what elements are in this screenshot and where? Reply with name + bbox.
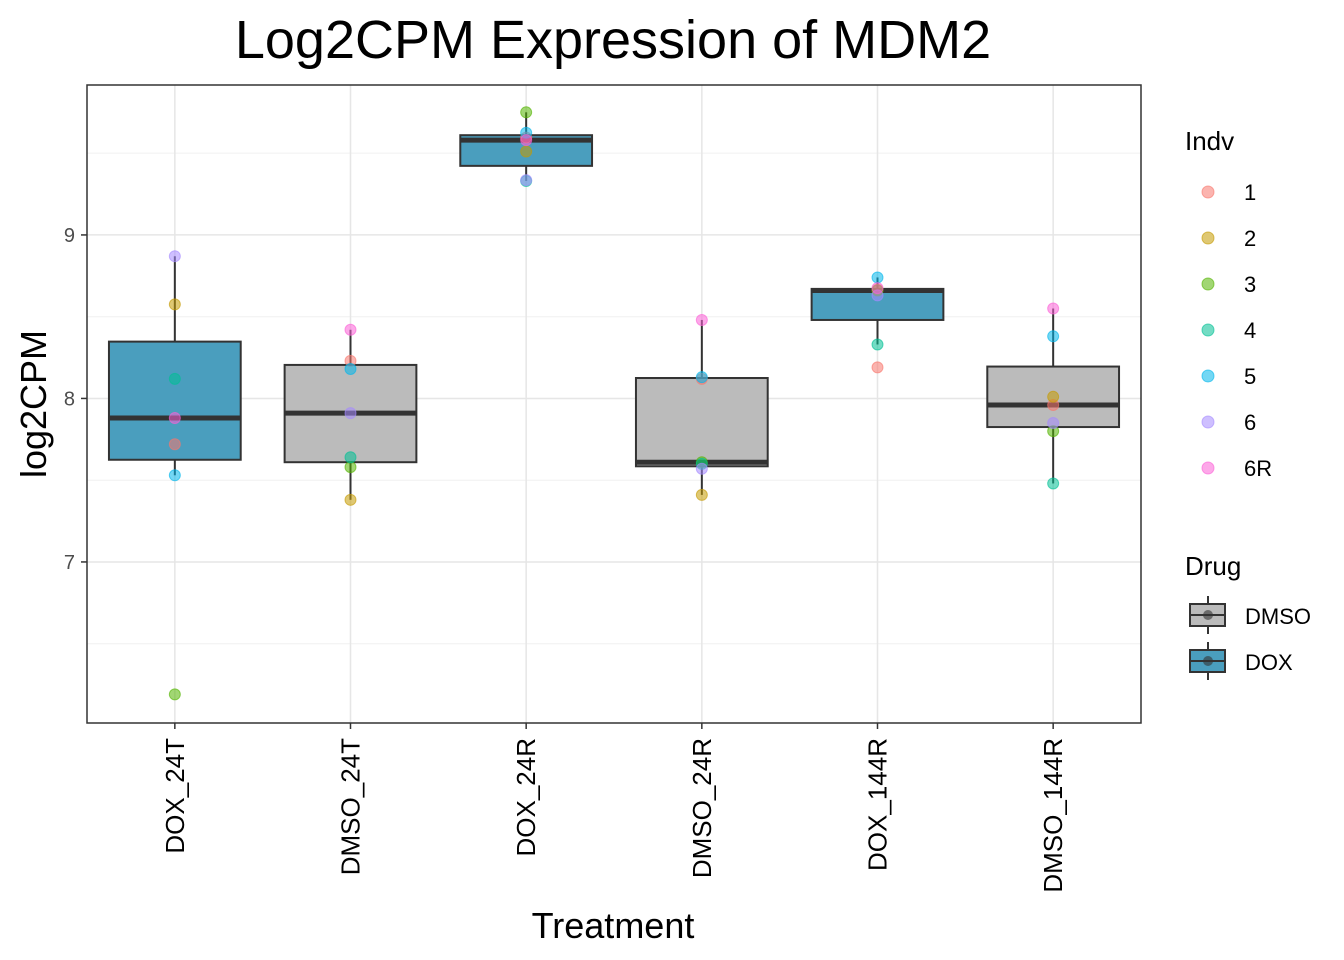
legend-label-indv: 5: [1244, 364, 1256, 389]
point-DOX_24T-2: [168, 298, 181, 311]
legend-key-indv-6: [1201, 415, 1215, 429]
legend-title-indv: Indv: [1185, 126, 1234, 156]
legend-label-indv: 2: [1244, 226, 1256, 251]
point-DOX_144R-5: [871, 271, 884, 284]
y-tick-label: 9: [64, 225, 75, 247]
point-DMSO_144R-5: [1047, 330, 1060, 343]
point-DOX_24T-5: [168, 469, 181, 482]
point-DMSO_24T-5: [344, 363, 357, 376]
y-axis-label: log2CPM: [13, 330, 54, 478]
point-DMSO_24T-4: [344, 451, 357, 464]
legend-key-indv-1: [1201, 185, 1215, 199]
point-DMSO_24T-2: [344, 493, 357, 506]
point-DMSO_144R-6R: [1047, 302, 1060, 315]
legend: Indv Drug 1 2 3 4 5 6 6R DMSO DOX: [1185, 126, 1311, 680]
point-DMSO_144R-6: [1047, 416, 1060, 429]
point-DMSO_144R-2: [1047, 390, 1060, 403]
x-tick-label: DOX_144R: [863, 738, 893, 871]
legend-label-drug: DOX: [1245, 650, 1293, 675]
y-axis: 7 8 9: [64, 225, 87, 574]
point-DOX_24R-3: [520, 106, 533, 119]
point-DMSO_24R-5: [695, 371, 708, 384]
legend-label-indv: 4: [1244, 318, 1256, 343]
legend-key-indv-2: [1201, 231, 1215, 245]
x-axis-label: Treatment: [532, 905, 695, 946]
point-DOX_24T-6: [168, 250, 181, 263]
points: [168, 106, 1060, 701]
point-DMSO_24T-6R: [344, 323, 357, 336]
boxes: [107, 112, 1121, 500]
point-DMSO_24R-6: [695, 462, 708, 475]
plot-panel-border: [86, 84, 1142, 724]
legend-label-indv: 3: [1244, 272, 1256, 297]
x-tick-label: DMSO_24T: [336, 738, 366, 875]
box-DMSO_24R: [634, 377, 769, 468]
y-tick-label: 7: [64, 552, 75, 574]
point-DOX_24T-3: [168, 688, 181, 701]
point-DOX_24T-1: [168, 438, 181, 451]
legend-label-drug: DMSO: [1245, 604, 1311, 629]
legend-key-indv-5: [1201, 369, 1215, 383]
point-DMSO_24T-6: [344, 407, 357, 420]
point-DOX_144R-4: [871, 338, 884, 351]
point-DOX_144R-1: [871, 361, 884, 374]
legend-label-indv: 1: [1244, 180, 1256, 205]
legend-key-indv-3: [1201, 277, 1215, 291]
y-tick-label: 8: [64, 388, 75, 410]
gridlines: [87, 85, 1141, 723]
point-DOX_24T-6R: [168, 412, 181, 425]
point-DMSO_24R-2: [695, 488, 708, 501]
legend-key-point: [1203, 656, 1213, 666]
legend-label-indv: 6R: [1244, 456, 1272, 481]
point-DOX_24R-6: [520, 174, 533, 187]
point-DMSO_24R-6R: [695, 313, 708, 326]
x-tick-label: DMSO_144R: [1038, 738, 1068, 893]
legend-label-indv: 6: [1244, 410, 1256, 435]
x-axis: DOX_24T DMSO_24T DOX_24R DMSO_24R DOX_144R DM…: [160, 723, 1068, 893]
point-DOX_144R-6R: [871, 282, 884, 295]
legend-key-indv-6R: [1201, 461, 1215, 475]
legend-key-indv-4: [1201, 323, 1215, 337]
legend-title-drug: Drug: [1185, 551, 1241, 581]
x-tick-label: DMSO_24R: [687, 738, 717, 878]
point-DMSO_144R-4: [1047, 477, 1060, 490]
chart-title: Log2CPM Expression of MDM2: [235, 10, 991, 70]
point-DOX_24T-4: [168, 372, 181, 385]
x-tick-label: DOX_24R: [511, 738, 541, 857]
point-DOX_24R-2: [520, 145, 533, 158]
legend-key-point: [1203, 610, 1213, 620]
x-tick-label: DOX_24T: [160, 738, 190, 854]
point-DOX_24R-6R: [520, 134, 533, 147]
